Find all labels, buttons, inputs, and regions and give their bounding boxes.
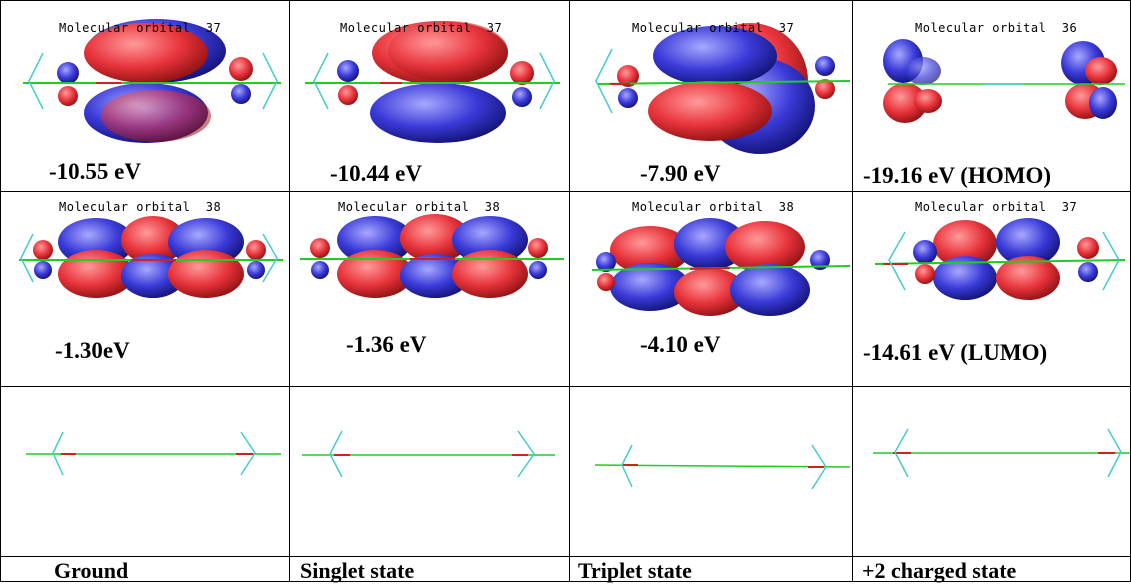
cell-r1-c1: Molecular orbital 37 -10.55 eV	[1, 1, 289, 191]
state-label-ground: Ground	[54, 558, 129, 583]
orbital-image	[595, 23, 851, 154]
cell-r3-c4	[853, 387, 1130, 556]
state-label-charged: +2 charged state	[862, 558, 1017, 583]
row-divider-2	[0, 386, 1131, 387]
molecule-structure	[594, 444, 851, 490]
mo-label: Molecular orbital 38	[338, 200, 501, 214]
state-label-singlet: Singlet state	[300, 558, 415, 583]
orbital-image	[23, 19, 281, 143]
energy-value: -19.16 eV (HOMO)	[863, 163, 1052, 188]
orbital-image	[874, 218, 1126, 300]
cell-r1-c2: Molecular orbital 37 -10.44 eV	[290, 1, 569, 191]
col-divider-2	[569, 0, 570, 582]
molecule-structure	[873, 428, 1130, 478]
energy-value: -1.36 eV	[346, 332, 427, 357]
cell-r1-c4: Molecular orbital 36 -19.16 eV (HOMO)	[853, 1, 1130, 191]
energy-value: -14.61 eV (LUMO)	[863, 340, 1048, 365]
mo-label: Molecular orbital 36	[915, 21, 1078, 35]
energy-value: -1.30eV	[55, 338, 130, 363]
mo-label: Molecular orbital 37	[632, 21, 795, 35]
cell-r2-c2: Molecular orbital 38 -1.36 eV	[290, 192, 569, 386]
border-left	[0, 0, 1, 582]
cell-r2-c3: Molecular orbital 38 -4.10 eV	[570, 192, 852, 386]
orbital-image	[300, 214, 564, 298]
molecule-structure	[302, 430, 555, 478]
energy-value: -10.44 eV	[330, 161, 422, 186]
border-top	[0, 0, 1131, 1]
molecule-structure	[26, 431, 281, 476]
energy-value: -7.90 eV	[640, 161, 721, 186]
cell-r2-c1: Molecular orbital 38 -1.30eV	[1, 192, 289, 386]
mo-label: Molecular orbital 38	[632, 200, 795, 214]
mo-label: Molecular orbital 37	[915, 200, 1078, 214]
row-divider-1	[0, 191, 1131, 192]
mo-label: Molecular orbital 37	[340, 21, 503, 35]
mo-label: Molecular orbital 38	[59, 200, 222, 214]
cell-r1-c3: Molecular orbital 37 -7.90 eV	[570, 1, 852, 191]
orbital-image	[19, 216, 283, 298]
energy-value: -4.10 eV	[640, 332, 721, 357]
energy-value: -10.55 eV	[49, 159, 141, 184]
orbital-image	[883, 39, 1125, 123]
cell-r3-c3	[570, 387, 852, 556]
cell-r3-c2	[290, 387, 569, 556]
mo-label: Molecular orbital 37	[59, 21, 222, 35]
col-divider-3	[852, 0, 853, 582]
col-divider-1	[289, 0, 290, 582]
orbital-image	[591, 218, 851, 316]
cell-r2-c4: Molecular orbital 37 -14.61 eV (LUMO)	[853, 192, 1130, 386]
cell-r3-c1	[1, 387, 289, 556]
row-divider-3	[0, 556, 1131, 557]
state-label-triplet: Triplet state	[578, 558, 692, 583]
orbital-image	[305, 21, 560, 143]
